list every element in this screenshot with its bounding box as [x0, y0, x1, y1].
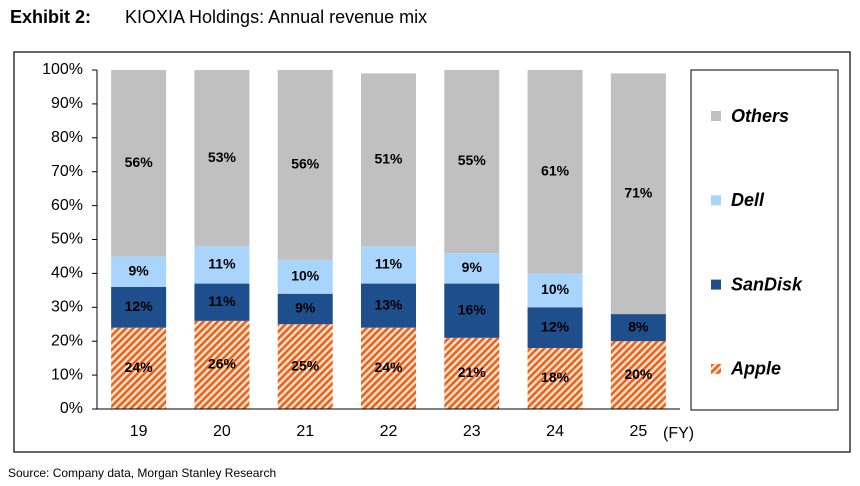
legend-swatch [711, 279, 721, 290]
legend-label: Dell [731, 190, 765, 210]
bar-segment [277, 293, 333, 325]
data-label: 16% [458, 301, 487, 317]
bar-segment [610, 73, 666, 315]
x-tick-label: 25 [629, 423, 647, 440]
bar-segment [527, 273, 583, 308]
legend-label: SanDisk [731, 274, 803, 294]
x-tick-label: 19 [130, 423, 148, 440]
data-label: 51% [374, 151, 403, 167]
data-label: 26% [208, 356, 237, 372]
y-tick-label: 30% [51, 299, 83, 316]
data-label: 21% [458, 364, 487, 380]
y-tick-label: 20% [51, 332, 83, 349]
source-note: Source: Company data, Morgan Stanley Res… [8, 466, 276, 480]
bar-segment [111, 327, 167, 409]
bar-segment [194, 283, 250, 321]
y-tick-label: 70% [51, 163, 83, 180]
bar-segment [527, 307, 583, 348]
data-label: 9% [129, 262, 150, 278]
data-label: 11% [208, 293, 236, 309]
data-label: 13% [374, 296, 403, 312]
x-tick-label: 23 [463, 423, 481, 440]
y-tick-label: 0% [60, 400, 83, 417]
bar-segment [111, 70, 167, 257]
bar-segment [277, 259, 333, 294]
bar-segment [361, 246, 416, 284]
data-label: 56% [291, 156, 320, 172]
data-label: 8% [628, 318, 649, 334]
y-tick-label: 60% [51, 197, 83, 214]
data-label: 10% [541, 281, 570, 297]
bar-segment [361, 283, 416, 328]
chart-frame [13, 51, 851, 453]
bar-segment [444, 337, 500, 409]
data-label: 53% [208, 149, 237, 165]
data-label: 12% [541, 318, 570, 334]
y-tick-label: 50% [51, 231, 83, 248]
data-label: 25% [291, 357, 320, 373]
bar-segment [527, 347, 583, 409]
bar-segment [194, 246, 250, 284]
legend-swatch [711, 111, 721, 121]
exhibit-label: Exhibit 2: [10, 7, 91, 27]
x-tick-label: 22 [380, 423, 398, 440]
legend-label: Others [731, 106, 789, 126]
data-label: 55% [458, 152, 487, 168]
y-tick-label: 10% [51, 366, 83, 383]
bar-segment [361, 327, 416, 409]
x-tick-label: 24 [546, 423, 564, 440]
bar-segment [444, 70, 500, 254]
data-label: 9% [295, 300, 316, 316]
legend-box [690, 69, 839, 411]
data-label: 12% [125, 298, 154, 314]
bar-segment [610, 341, 666, 409]
data-label: 11% [375, 256, 403, 272]
legend-swatch [711, 195, 721, 206]
x-tick-label: 21 [296, 423, 314, 440]
bar-segment [610, 314, 666, 342]
y-tick-label: 40% [51, 265, 83, 282]
data-label: 71% [624, 184, 653, 200]
data-label: 11% [208, 256, 236, 272]
y-tick-label: 80% [51, 129, 83, 146]
legend-label: Apple [730, 359, 781, 379]
data-label: 24% [125, 359, 154, 375]
bar-segment [444, 283, 500, 338]
bar-segment [527, 70, 583, 274]
data-label: 10% [291, 267, 320, 283]
y-tick-label: 90% [51, 95, 83, 112]
data-label: 24% [374, 359, 403, 375]
legend-swatch [711, 363, 721, 374]
plot-area [111, 70, 666, 409]
bar-segment [444, 253, 500, 284]
bar-segment [194, 320, 250, 409]
y-tick-label: 100% [42, 61, 83, 78]
data-label: 20% [624, 366, 653, 382]
x-tick-label: 20 [213, 423, 231, 440]
bar-segment [111, 286, 167, 328]
data-label: 18% [541, 369, 570, 385]
bar-segment [277, 70, 333, 260]
bar-segment [361, 73, 416, 247]
bar-segment [277, 324, 333, 409]
bar-segment [111, 256, 167, 287]
x-axis-label: (FY) [663, 425, 694, 442]
data-label: 61% [541, 162, 570, 178]
data-label: 56% [125, 154, 154, 170]
data-label: 9% [462, 259, 483, 275]
chart-title: KIOXIA Holdings: Annual revenue mix [125, 7, 427, 27]
bar-segment [194, 70, 250, 247]
